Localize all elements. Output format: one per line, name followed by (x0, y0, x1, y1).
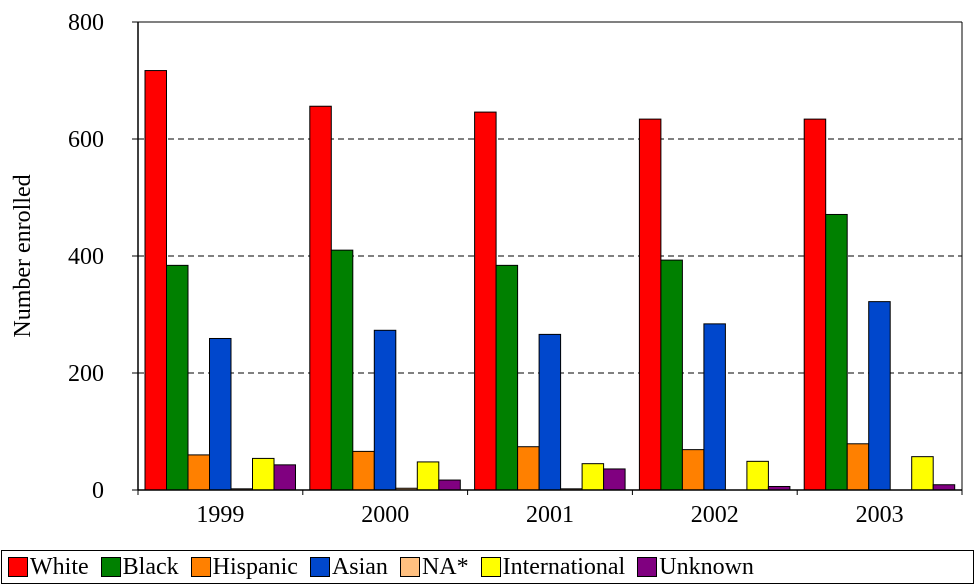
x-tick-label: 2002 (691, 502, 739, 528)
bar (309, 105, 332, 491)
y-tick-label: 400 (68, 244, 104, 270)
legend-swatch (309, 557, 330, 577)
legend-item: International (480, 554, 626, 580)
bar (681, 449, 705, 491)
bar (660, 259, 683, 491)
legend-label: International (502, 554, 626, 580)
legend-swatch (8, 557, 28, 577)
bar (474, 111, 497, 491)
bar (330, 249, 354, 491)
legend-item: Asian (309, 554, 388, 580)
bar (495, 264, 519, 491)
legend-label: Black (122, 554, 179, 580)
legend-label: White (30, 554, 89, 580)
bar (252, 457, 275, 491)
bar (603, 468, 626, 491)
legend-label: Hispanic (212, 554, 298, 580)
legend-label: Asian (331, 554, 388, 580)
x-tick-label: 2001 (526, 502, 574, 528)
y-tick-label: 600 (68, 127, 104, 153)
bar (746, 460, 769, 491)
x-tick-label: 2000 (361, 502, 409, 528)
bar (517, 446, 540, 491)
legend-swatch (190, 557, 211, 577)
legend-swatch (100, 557, 121, 577)
bar (803, 118, 827, 491)
bar (846, 443, 870, 491)
bar (438, 479, 461, 491)
bar (868, 301, 891, 491)
x-tick-label: 2003 (856, 502, 904, 528)
bar (911, 456, 934, 491)
y-tick-label: 0 (92, 478, 104, 504)
legend-label: Unknown (659, 554, 754, 580)
bar (932, 484, 956, 491)
bar (209, 337, 232, 491)
bar (273, 464, 296, 491)
chart-legend: White Black Hispanic Asian NA* International U… (1, 550, 974, 584)
legend-swatch (480, 557, 501, 577)
bar (825, 213, 848, 491)
y-tick-label: 200 (68, 361, 104, 387)
bar (638, 118, 662, 491)
bar (538, 333, 562, 491)
y-tick-label: 800 (68, 10, 104, 36)
bar (703, 323, 726, 491)
bar (373, 329, 397, 491)
legend-item: NA* (399, 554, 469, 580)
legend-item: White (8, 555, 89, 579)
legend-item: Unknown (637, 555, 754, 579)
legend-label: NA* (421, 554, 469, 580)
y-axis-title: Number enrolled (10, 174, 36, 337)
legend-item: Hispanic (190, 554, 298, 580)
bar (187, 454, 210, 491)
x-tick-label: 1999 (196, 502, 244, 528)
legend-item: Black (100, 554, 179, 580)
bar (416, 461, 440, 491)
bar (144, 70, 167, 491)
bar (581, 463, 605, 491)
legend-swatch (637, 557, 658, 577)
legend-swatch (399, 557, 420, 577)
bar (352, 450, 375, 491)
bar (166, 264, 189, 491)
bar-chart: 1999 2000 2001 2002 2003 0 200 400 600 800 Number … (10, 10, 963, 528)
